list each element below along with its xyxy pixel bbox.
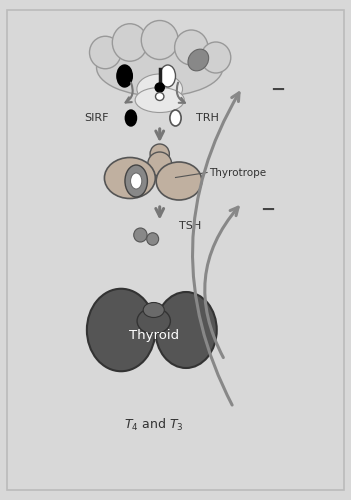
Text: Thyroid: Thyroid [129,328,179,342]
Ellipse shape [147,233,159,245]
Ellipse shape [155,92,164,100]
Ellipse shape [135,88,184,112]
Ellipse shape [150,144,169,164]
Ellipse shape [87,289,155,371]
Text: SIRF: SIRF [84,113,109,123]
Text: Thyrotrope: Thyrotrope [209,168,266,177]
Circle shape [125,110,137,126]
Ellipse shape [143,302,164,318]
FancyArrowPatch shape [205,207,238,358]
Text: TRH: TRH [196,113,219,123]
Ellipse shape [148,152,172,176]
Circle shape [125,165,147,197]
Circle shape [170,110,181,126]
Ellipse shape [105,158,155,198]
Ellipse shape [90,36,121,68]
Ellipse shape [112,24,147,61]
Ellipse shape [155,292,217,368]
Text: $T_4$ and $T_3$: $T_4$ and $T_3$ [124,417,184,433]
Text: −: − [260,201,275,219]
Ellipse shape [156,162,202,200]
Circle shape [131,173,142,189]
Text: TSH: TSH [179,221,201,231]
Ellipse shape [137,308,170,334]
Circle shape [160,65,176,87]
Circle shape [117,65,132,87]
Ellipse shape [137,74,183,104]
Ellipse shape [155,83,164,92]
Ellipse shape [134,228,147,242]
FancyArrowPatch shape [192,93,239,405]
Text: −: − [270,81,285,99]
Ellipse shape [97,39,223,96]
Ellipse shape [174,30,208,65]
Ellipse shape [201,42,231,73]
Ellipse shape [188,49,208,71]
Ellipse shape [141,20,178,59]
